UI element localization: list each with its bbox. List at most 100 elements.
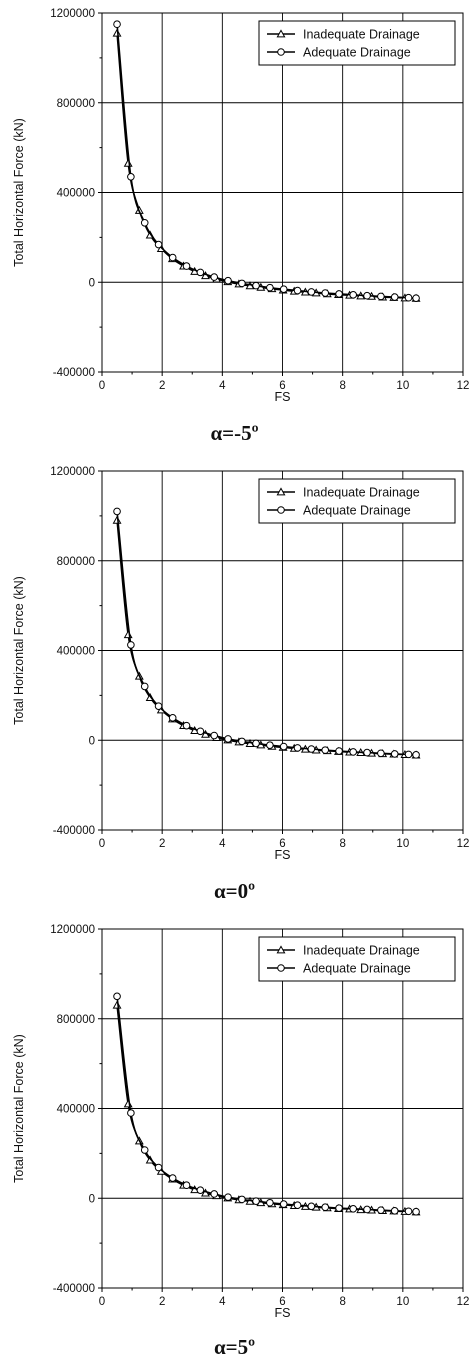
legend: Inadequate Drainage Adequate Drainage [258,478,456,524]
x-tick-label: 10 [396,380,409,392]
data-point [252,739,260,748]
x-tick-label: 4 [219,380,226,392]
data-point [412,294,420,302]
data-point [182,262,191,270]
series-2 [113,507,420,759]
legend-marker [277,964,285,972]
y-tick-label: -400000 [53,367,95,379]
legend-label: Inadequate Drainage [303,28,420,42]
chart-caption: α=5º [214,1335,255,1359]
data-point [196,727,205,736]
data-point [321,1203,330,1212]
x-tick-label: 6 [279,838,285,850]
data-point [279,285,288,294]
y-tick-label: 800000 [57,556,95,568]
data-point [210,273,219,281]
legend-marker [276,945,286,954]
x-tick-label: 10 [396,1296,409,1308]
x-tick-label: 2 [159,380,165,392]
legend-marker [276,29,286,38]
data-point [349,291,357,299]
y-tick-label: 800000 [57,98,95,110]
chart-caption: α=-5º [210,421,258,445]
data-point [140,682,149,691]
data-point [377,749,385,758]
data-point [168,253,177,262]
data-point [140,218,149,227]
data-point [279,1200,288,1208]
data-point [412,1207,420,1216]
y-tick-label: 0 [89,735,95,747]
data-point [293,744,302,752]
data-point [404,1207,413,1216]
data-point [113,992,121,1001]
x-tick-label: 10 [396,838,409,850]
x-tick-label: 8 [339,838,345,850]
data-point [335,747,343,755]
data-point [349,748,357,756]
y-axis-title: Total Horizontal Force (kN) [12,576,26,725]
data-point [238,737,246,746]
y-tick-label: 400000 [57,188,95,200]
x-tick-label: 4 [219,838,226,850]
x-tick-label: 0 [99,838,105,850]
data-point [390,293,399,301]
data-point [307,288,316,296]
data-point [252,1197,260,1205]
data-point [127,1109,135,1117]
x-tick-label: 0 [99,1296,105,1308]
data-point [363,1205,371,1214]
data-point [113,20,121,29]
x-axis-title: FS [275,848,291,862]
x-tick-label: 8 [339,1296,345,1308]
data-point [196,1186,205,1194]
data-point [404,750,413,759]
data-point [238,1195,246,1204]
y-tick-label: 400000 [57,646,95,658]
data-point [168,714,177,722]
series-2 [113,20,420,302]
x-tick-label: 12 [457,1296,470,1308]
data-point [127,172,135,181]
legend: Inadequate Drainage Adequate Drainage [258,936,456,982]
x-tick-label: 12 [457,838,470,850]
data-point [377,292,385,301]
data-point [266,741,274,749]
x-tick-label: 2 [159,1296,165,1308]
data-point [377,1206,385,1214]
data-point [182,721,191,730]
data-point [363,748,371,757]
data-point [113,507,121,516]
data-point [210,731,219,740]
data-point [390,750,399,758]
x-axis-title: FS [275,1306,291,1320]
data-point [224,735,232,743]
data-point [307,745,316,753]
y-axis-title: Total Horizontal Force (kN) [12,1034,26,1183]
data-point [266,283,274,292]
data-point [252,281,260,290]
y-tick-label: 1200000 [50,466,95,478]
data-point [390,1207,399,1215]
y-tick-label: 400000 [57,1104,95,1116]
legend-label: Adequate Drainage [303,46,411,60]
data-point [127,641,135,649]
legend-label: Adequate Drainage [303,504,411,518]
x-tick-label: 12 [457,380,470,392]
data-point [210,1190,219,1198]
data-point [224,1193,232,1201]
data-point [238,279,246,288]
y-tick-label: 0 [89,277,95,289]
data-point [321,289,330,297]
legend-label: Adequate Drainage [303,962,411,976]
y-axis-title: Total Horizontal Force (kN) [12,118,26,267]
legend-marker [277,48,285,56]
data-point [140,1146,149,1154]
data-point [404,293,413,302]
legend-label: Inadequate Drainage [303,486,420,500]
y-tick-label: 800000 [57,1014,95,1026]
data-point [335,290,343,298]
data-point [168,1174,177,1182]
